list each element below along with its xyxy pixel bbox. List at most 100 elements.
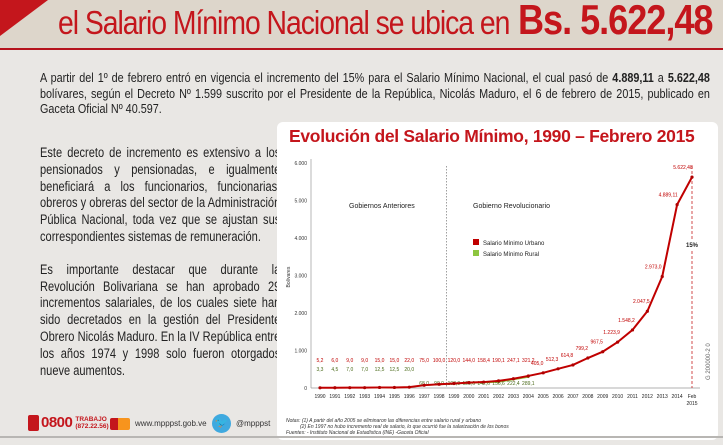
data-label: 6,0 <box>331 358 338 364</box>
data-label: 75,0 <box>419 358 429 364</box>
legend-swatch <box>473 250 479 256</box>
data-point <box>571 363 575 367</box>
x-tick-label: 2014 <box>672 394 683 400</box>
intro-to: 5.622,48 <box>667 70 710 85</box>
data-label: 156,6 <box>492 381 505 387</box>
legend-swatch <box>473 239 479 245</box>
x-tick-label: 1996 <box>404 394 415 400</box>
chart-card: Evolución del Salario Mínimo, 1990 – Feb… <box>277 122 718 440</box>
data-point <box>407 385 411 389</box>
note: Fuentes: - Instituto Nacional de Estadís… <box>286 430 429 436</box>
x-tick-label: 1992 <box>344 394 355 400</box>
data-label: 5,2 <box>317 358 324 364</box>
intro-from: 4.889,11 <box>612 70 654 85</box>
twitter-icon[interactable]: 🐦 <box>212 414 231 433</box>
region-label: Gobierno Revolucionario <box>473 203 550 210</box>
phone-digits: (872.22.56) <box>75 422 109 430</box>
x-tick-label: 1993 <box>359 394 370 400</box>
paragraph: Es importante destacar que durante la Re… <box>40 261 281 378</box>
twitter-handle[interactable]: @mpppst <box>236 419 271 428</box>
data-label: 5.622,48 <box>673 165 693 171</box>
intro-text: a <box>653 70 668 85</box>
x-tick-label: 1997 <box>419 394 430 400</box>
data-point <box>616 340 620 344</box>
data-label: 15,0 <box>390 358 400 364</box>
data-label: 222,4 <box>507 381 520 387</box>
website-link[interactable]: www.mpppst.gob.ve <box>135 419 207 428</box>
data-point <box>482 380 486 384</box>
data-point <box>318 386 322 390</box>
data-point <box>363 386 367 390</box>
data-label: 967,5 <box>590 340 603 346</box>
data-point <box>467 381 471 385</box>
data-point <box>437 382 441 386</box>
x-tick-label: 2013 <box>657 394 668 400</box>
intro-text: A partir del 1º de febrero entró en vige… <box>40 70 613 85</box>
x-tick-label: 1999 <box>448 394 459 400</box>
note: Notas: (1) A partir del año 2005 se elim… <box>286 418 482 424</box>
data-point <box>348 386 352 390</box>
data-label: 22,0 <box>404 358 414 364</box>
data-label: 9,0 <box>361 358 368 364</box>
intro-text: bolívares, según el Decreto Nº 1.599 sus… <box>40 85 710 117</box>
data-point <box>392 385 396 390</box>
x-tick-label: 2012 <box>642 394 653 400</box>
x-tick-label: 2010 <box>612 394 623 400</box>
data-label: 512,3 <box>546 357 559 363</box>
data-label: 1.548,2 <box>618 318 635 324</box>
chart: 0 1.000 2.000 3.000 4.000 5.000 6.000 Bolívares… <box>286 159 700 407</box>
y-tick-label: 3.000 <box>294 274 307 280</box>
data-point <box>511 377 516 381</box>
data-label: 100,0 <box>433 358 446 364</box>
note: (2) En 1997 no hubo incremento real de s… <box>300 424 509 430</box>
annotation-bg <box>684 240 700 250</box>
data-label: 190,1 <box>492 358 505 364</box>
x-tick-label: 2015 <box>686 401 697 407</box>
x-tick-label: 2007 <box>567 394 578 400</box>
x-tick-label: 2011 <box>627 394 638 400</box>
x-tick-label: Feb <box>688 394 697 400</box>
data-label: 3,3 <box>317 367 324 373</box>
data-label: 247,1 <box>507 358 520 364</box>
series-line <box>319 176 693 389</box>
data-point <box>675 203 679 207</box>
x-tick-label: 2003 <box>508 394 519 400</box>
data-point <box>630 328 635 332</box>
y-tick-label: 1.000 <box>294 349 307 355</box>
data-point <box>333 386 337 390</box>
data-point <box>541 371 545 375</box>
y-tick-label: 4.000 <box>294 236 307 242</box>
data-label: 7,0 <box>361 367 368 373</box>
data-label: 799,2 <box>576 346 589 352</box>
headline-text: el Salario Mínimo Nacional se ubica en <box>58 4 510 41</box>
data-label: 142,6 <box>477 381 490 387</box>
data-label: 289,1 <box>522 381 535 387</box>
data-label: 144,0 <box>463 358 476 364</box>
x-tick-label: 2000 <box>463 394 474 400</box>
data-label: 2.973,0 <box>645 265 662 271</box>
data-point <box>690 175 694 179</box>
increase-annotation: 15% <box>686 243 699 249</box>
pointing-hand-icon <box>110 418 130 430</box>
chart-notes: Notas: (1) A partir del año 2005 se elim… <box>286 418 509 436</box>
data-point <box>526 374 530 378</box>
data-label: 4,5 <box>331 367 338 373</box>
data-label: 15,0 <box>375 358 385 364</box>
chart-title: Evolución del Salario Mínimo, 1990 – Feb… <box>289 126 695 146</box>
region-label: Gobiernos Anteriores <box>349 203 415 210</box>
legend-label: Salario Mínimo Urbano <box>483 241 545 247</box>
document-code: G 200000-2 0 <box>706 343 712 380</box>
data-label: 12,5 <box>390 367 400 373</box>
data-label: 7,0 <box>346 367 353 373</box>
x-tick-label: 1995 <box>389 394 400 400</box>
phone-word: TRABAJO <box>75 415 107 423</box>
x-tick-label: 2001 <box>478 394 489 400</box>
data-point <box>645 309 649 313</box>
data-point <box>452 381 456 386</box>
y-tick-label: 6.000 <box>294 161 307 167</box>
data-label: 20,0 <box>404 367 414 373</box>
data-point <box>601 350 605 354</box>
body-text: Este decreto de incremento es extensivo … <box>40 145 280 395</box>
data-label: 12,5 <box>375 367 385 373</box>
x-tick-label: 1991 <box>329 394 340 400</box>
